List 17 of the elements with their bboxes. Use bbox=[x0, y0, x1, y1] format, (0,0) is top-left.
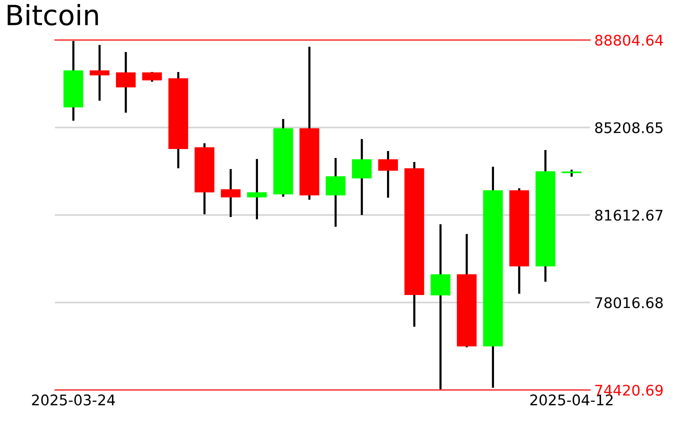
candlestick bbox=[352, 138, 372, 216]
y-tick-label: 74420.69 bbox=[595, 384, 663, 396]
y-tick-label: 88804.64 bbox=[595, 34, 663, 46]
x-tick-label: 2025-03-24 bbox=[32, 394, 115, 406]
candlestick bbox=[116, 50, 136, 114]
x-tick-label: 2025-04-12 bbox=[530, 394, 613, 406]
candlestick bbox=[142, 70, 162, 83]
candlestick bbox=[326, 156, 346, 228]
candlestick bbox=[247, 158, 267, 220]
y-tick-label: 78016.68 bbox=[595, 297, 663, 308]
chart-title: Bitcoin bbox=[8, 4, 98, 26]
candlestick bbox=[430, 223, 450, 390]
y-tick-label: 81612.67 bbox=[595, 210, 663, 221]
candlestick bbox=[220, 168, 241, 218]
y-tick-label: 85208.65 bbox=[595, 122, 662, 134]
candlestick bbox=[90, 44, 110, 102]
candlestick bbox=[378, 150, 398, 199]
